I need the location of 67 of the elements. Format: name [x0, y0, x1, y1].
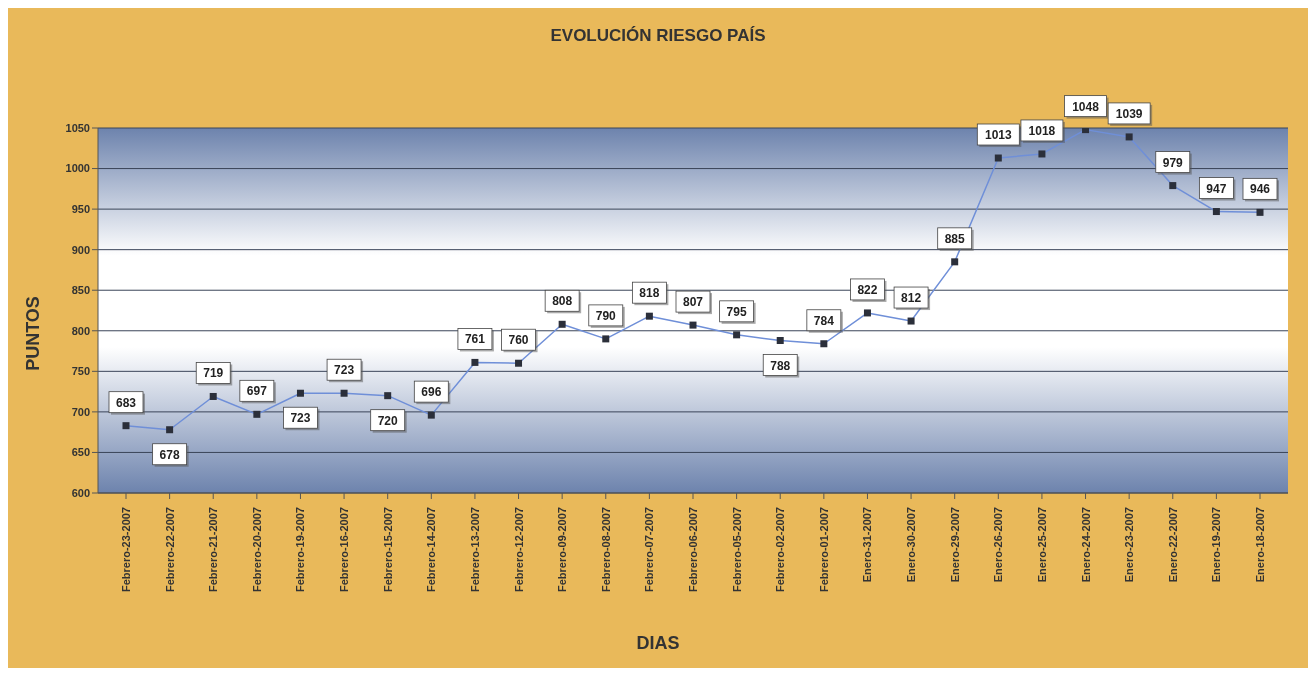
- x-tick-label: Enero-18-2007: [1254, 507, 1266, 583]
- data-label: 1039: [1115, 106, 1143, 121]
- x-tick-label: Enero-29-2007: [948, 507, 961, 583]
- x-tick-label: Febrero-01-2007: [817, 507, 830, 592]
- data-label: 818: [639, 286, 660, 301]
- y-tick-label: 850: [71, 284, 90, 297]
- x-tick-label: Enero-23-2007: [1123, 507, 1136, 583]
- x-tick-label: Enero-24-2007: [1079, 507, 1092, 583]
- data-label: 947: [1206, 181, 1227, 196]
- data-label: 683: [115, 395, 137, 410]
- x-tick-label: Enero-22-2007: [1166, 507, 1179, 583]
- x-tick-label: Febrero-22-2007: [163, 507, 176, 592]
- data-label: 784: [813, 313, 835, 328]
- chart-title: EVOLUCIÓN RIESGO PAÍS: [549, 26, 767, 46]
- data-label: 979: [1162, 155, 1184, 170]
- data-label: 678: [159, 447, 180, 462]
- x-tick-label: Febrero-23-2007: [120, 507, 132, 592]
- data-label: 790: [595, 308, 617, 323]
- data-label: 761: [464, 332, 486, 347]
- x-tick-label: Enero-19-2007: [1210, 507, 1223, 583]
- x-tick-label: Febrero-02-2007: [774, 507, 787, 592]
- data-label: 696: [421, 385, 442, 400]
- data-label: 1013: [984, 128, 1012, 143]
- y-tick-label: 750: [71, 365, 90, 378]
- x-tick-label: Febrero-12-2007: [512, 507, 525, 592]
- data-label: 795: [726, 304, 747, 319]
- y-tick-label: 650: [71, 446, 90, 459]
- data-label: 1018: [1028, 123, 1056, 138]
- x-tick-label: Febrero-06-2007: [687, 507, 699, 592]
- x-tick-label: Febrero-08-2007: [599, 507, 612, 592]
- data-label: 807: [682, 295, 704, 310]
- data-label: 697: [246, 384, 268, 399]
- y-tick-label: 950: [71, 203, 90, 216]
- y-tick-label: 1000: [65, 162, 90, 175]
- data-label: 720: [377, 413, 399, 428]
- data-label: 812: [901, 291, 922, 306]
- data-label: 808: [552, 294, 573, 309]
- data-label: 788: [770, 358, 791, 373]
- x-tick-label: Febrero-13-2007: [468, 507, 481, 592]
- x-axis-title: DIAS: [635, 633, 681, 654]
- x-tick-label: Enero-25-2007: [1035, 507, 1048, 583]
- x-tick-label: Febrero-14-2007: [425, 507, 438, 592]
- x-tick-label: Febrero-16-2007: [338, 507, 351, 592]
- y-tick-label: 600: [71, 486, 90, 499]
- x-tick-label: Febrero-21-2007: [207, 507, 220, 592]
- y-axis-title: PUNTOS: [22, 295, 44, 371]
- data-label: 885: [944, 231, 966, 246]
- x-tick-label: Febrero-15-2007: [381, 507, 394, 592]
- data-label: 946: [1249, 182, 1271, 197]
- x-tick-label: Febrero-07-2007: [643, 507, 656, 592]
- y-tick-label: 700: [71, 405, 90, 418]
- x-tick-label: Enero-30-2007: [905, 507, 918, 583]
- y-tick-label: 800: [71, 324, 90, 337]
- y-tick-label: 1050: [65, 121, 90, 134]
- x-tick-label: Febrero-20-2007: [250, 507, 263, 592]
- data-label: 822: [857, 282, 878, 297]
- x-tick-label: Febrero-09-2007: [556, 507, 569, 592]
- x-tick-label: Febrero-19-2007: [294, 507, 307, 592]
- data-label: 723: [334, 363, 355, 378]
- y-tick-label: 900: [71, 243, 90, 256]
- x-tick-label: Enero-31-2007: [861, 507, 874, 583]
- data-label: 760: [508, 333, 529, 348]
- data-label: 719: [203, 366, 224, 381]
- data-label: 723: [290, 411, 311, 426]
- x-tick-label: Enero-26-2007: [992, 507, 1005, 583]
- x-tick-label: Febrero-05-2007: [730, 507, 743, 592]
- data-label: 1048: [1072, 99, 1100, 114]
